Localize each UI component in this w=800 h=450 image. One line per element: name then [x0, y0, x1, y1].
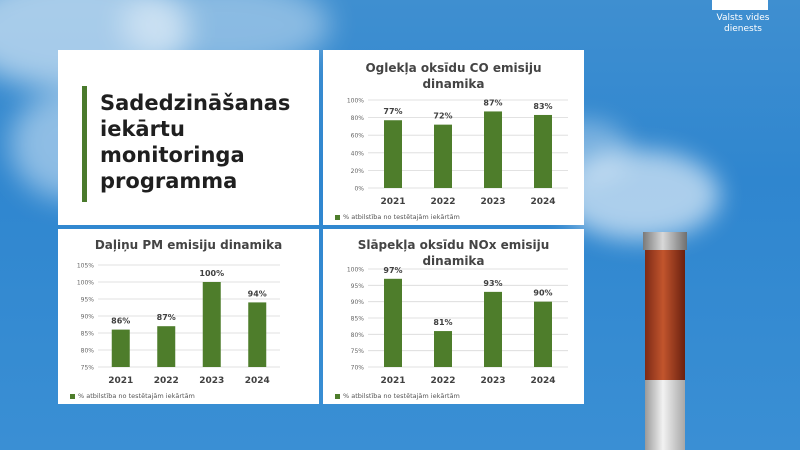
co-data-label: 87% [483, 98, 502, 107]
pm-bar [248, 302, 267, 367]
chimney-illustration [643, 232, 687, 450]
pm-category-label: 2022 [154, 376, 179, 386]
nox-chart: 70% 75% 80% 85% 90% 95% 100% 97% 2021 81% 2022 93% 2… [347, 266, 568, 386]
nox-chart-title: Slāpekļa oksīdu NOx emisiju dinamika [357, 238, 550, 268]
co-data-label: 77% [383, 107, 402, 116]
no-category-label: 2023 [480, 376, 505, 386]
co-legend-label: % atbilstība no testētajām iekārtām [343, 213, 460, 221]
no-ytick-label: 80% [351, 332, 365, 339]
pm-ytick-label: 85% [81, 331, 95, 338]
pm-bar [157, 326, 176, 367]
smoke-decoration [560, 150, 720, 240]
no-ytick-label: 100% [347, 267, 364, 274]
pm-bar [111, 329, 130, 367]
no-bar [484, 291, 502, 367]
title-accent-bar [82, 86, 87, 202]
logo-line1: Valsts vides [716, 13, 770, 23]
nox-legend-label: % atbilstība no testētajām iekārtām [343, 392, 460, 400]
legend-swatch [70, 393, 75, 399]
co-category-label: 2024 [530, 197, 555, 207]
pm-category-label: 2024 [245, 376, 270, 386]
co-ytick-label: 80% [351, 115, 365, 122]
chimney-rim [643, 232, 687, 250]
pm-category-label: 2021 [108, 376, 133, 386]
co-bar [384, 120, 402, 188]
slide-title: Sadedzināšanas iekārtu monitoringa progr… [100, 91, 291, 193]
co-bar [534, 114, 552, 188]
pm-data-label: 86% [111, 317, 130, 326]
co-chart-title: Oglekļa oksīdu CO emisiju dinamika [365, 61, 542, 91]
nox-chart-panel: Slāpekļa oksīdu NOx emisiju dinamika 70%… [323, 229, 584, 404]
co-ytick-label: 20% [351, 168, 365, 175]
logo-text: Valsts vides dienests [708, 13, 778, 35]
no-ytick-label: 95% [351, 283, 365, 290]
co-ytick-label: 60% [351, 133, 365, 140]
co-data-label: 72% [433, 112, 452, 121]
no-bar [434, 331, 452, 367]
co-chart-panel: Oglekļa oksīdu CO emisiju dinamika 0% 20%… [323, 50, 584, 225]
co-category-label: 2022 [430, 197, 455, 207]
no-bar [534, 301, 552, 367]
pm-ytick-label: 100% [77, 280, 94, 287]
no-data-label: 97% [383, 266, 402, 275]
no-category-label: 2024 [530, 376, 555, 386]
logo-line2: dienests [724, 24, 762, 34]
no-data-label: 90% [533, 289, 552, 298]
legend-swatch [335, 393, 340, 399]
co-bar [484, 111, 502, 188]
co-data-label: 83% [533, 102, 552, 111]
co-ytick-label: 40% [351, 150, 365, 157]
no-data-label: 93% [483, 279, 502, 288]
chimney-white-section [645, 380, 685, 450]
no-data-label: 81% [433, 318, 452, 327]
pm-chart: 75% 80% 85% 90% 95% 100% 105% 86% 2021 87% 2022 100… [77, 263, 280, 386]
no-ytick-label: 85% [351, 316, 365, 323]
legend-swatch [335, 214, 340, 220]
pm-bar [202, 282, 221, 367]
pm-data-label: 100% [199, 269, 224, 278]
co-category-label: 2023 [480, 197, 505, 207]
pm-chart-panel: Daļiņu PM emisiju dinamika 75% 80% 85% 90% 9… [58, 229, 319, 404]
pm-data-label: 94% [248, 289, 267, 298]
co-ytick-label: 0% [354, 186, 364, 193]
logo-mark [712, 0, 768, 10]
pm-ytick-label: 80% [81, 348, 95, 355]
no-category-label: 2022 [430, 376, 455, 386]
title-panel: Sadedzināšanas iekārtu monitoringa progr… [58, 50, 319, 225]
pm-ytick-label: 105% [77, 263, 94, 270]
chimney-red-section [645, 250, 685, 380]
pm-category-label: 2023 [199, 376, 224, 386]
co-chart-legend: % atbilstība no testētajām iekārtām [335, 213, 460, 221]
no-category-label: 2021 [380, 376, 405, 386]
co-bar [434, 124, 452, 188]
pm-ytick-label: 75% [81, 365, 95, 372]
co-ytick-label: 100% [347, 98, 364, 105]
pm-chart-title: Daļiņu PM emisiju dinamika [94, 238, 283, 252]
pm-legend-label: % atbilstība no testētajām iekārtām [78, 392, 195, 400]
pm-ytick-label: 95% [81, 297, 95, 304]
pm-data-label: 87% [157, 313, 176, 322]
pm-chart-legend: % atbilstība no testētajām iekārtām [70, 392, 195, 400]
no-ytick-label: 70% [351, 365, 365, 372]
co-category-label: 2021 [380, 197, 405, 207]
co-chart: 0% 20% 40% 60% 80% 100% 77% 2021 72% 2022 87% 2023 8… [347, 98, 568, 207]
no-bar [384, 278, 402, 367]
no-ytick-label: 75% [351, 348, 365, 355]
pm-ytick-label: 90% [81, 314, 95, 321]
nox-chart-legend: % atbilstība no testētajām iekārtām [335, 392, 460, 400]
no-ytick-label: 90% [351, 299, 365, 306]
